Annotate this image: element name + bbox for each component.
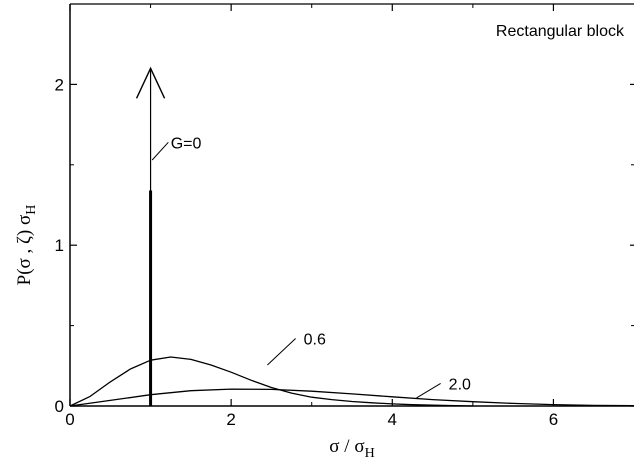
y-tick-label: 0 xyxy=(55,397,64,416)
delta-arrow-head xyxy=(135,66,166,99)
axis-ticks: 0 2 4 6 0 1 2 xyxy=(55,4,634,429)
series-layer xyxy=(69,66,634,407)
annotation-leader xyxy=(267,338,296,366)
x-tick-label: 0 xyxy=(65,410,74,429)
y-tick-label: 1 xyxy=(55,236,64,255)
annotation-layer: G=0 0.6 2.0 xyxy=(151,135,471,399)
chart-title: Rectangular block xyxy=(496,23,625,40)
annotation-leader xyxy=(416,383,441,399)
y-tick-label: 2 xyxy=(55,75,64,94)
annotation-label: 2.0 xyxy=(449,376,471,393)
x-axis-label: σ / σH xyxy=(329,436,374,461)
plot-frame xyxy=(69,3,634,407)
annotation-label: G=0 xyxy=(171,135,202,152)
x-tick-label: 4 xyxy=(388,410,397,429)
annotation-leader xyxy=(151,141,169,161)
x-tick-label: 2 xyxy=(226,410,235,429)
y-axis-label: P(σ , ζ) σH xyxy=(14,205,39,286)
series-line-2-0 xyxy=(69,388,634,407)
x-tick-label: 6 xyxy=(549,410,558,429)
series-line-0-6 xyxy=(69,356,473,407)
annotation-label: 0.6 xyxy=(304,331,326,348)
